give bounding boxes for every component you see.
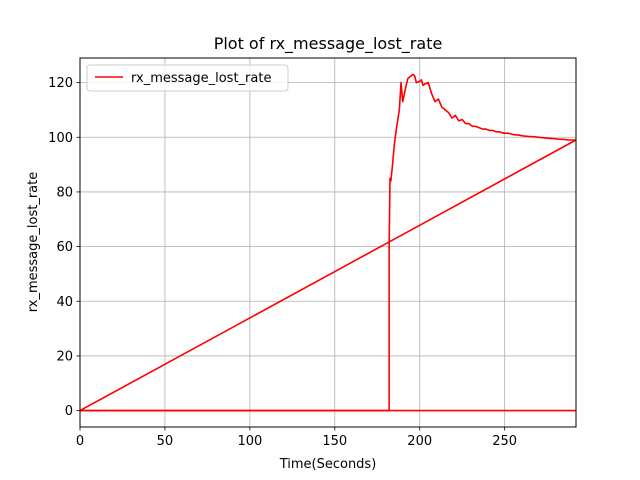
series-layer xyxy=(79,73,577,412)
y-tick-label: 40 xyxy=(56,295,73,310)
y-axis-label: rx_message_lost_rate xyxy=(26,172,41,312)
y-tick-label: 20 xyxy=(56,349,73,364)
x-tick-label: 150 xyxy=(322,434,347,449)
x-tick-label: 100 xyxy=(237,434,262,449)
series-line-rx-message-lost-rate xyxy=(80,73,576,412)
series-line-rx-message-lost-rate xyxy=(79,139,577,412)
y-tick-label: 100 xyxy=(48,131,73,146)
legend-entry-rx-message-lost-rate: rx_message_lost_rate xyxy=(131,71,271,86)
legend-box xyxy=(86,64,289,92)
legend: rx_message_lost_rate xyxy=(86,64,289,92)
x-tick-label: 200 xyxy=(407,434,432,449)
x-tick-label: 50 xyxy=(157,434,174,449)
y-axis: 0 20 40 60 80 100 120 xyxy=(48,76,80,419)
grid xyxy=(79,58,576,427)
x-axis: 0 50 100 150 200 250 xyxy=(76,427,517,449)
y-tick-label: 120 xyxy=(48,76,73,91)
y-tick-label: 60 xyxy=(56,240,73,255)
y-tick-label: 80 xyxy=(56,185,73,200)
y-tick-label: 0 xyxy=(65,404,73,419)
x-tick-label: 250 xyxy=(492,434,517,449)
plot-frame xyxy=(79,57,577,428)
x-axis-label: Time(Seconds) xyxy=(279,457,377,472)
x-tick-label: 0 xyxy=(76,434,84,449)
chart-title: Plot of rx_message_lost_rate xyxy=(214,34,443,54)
